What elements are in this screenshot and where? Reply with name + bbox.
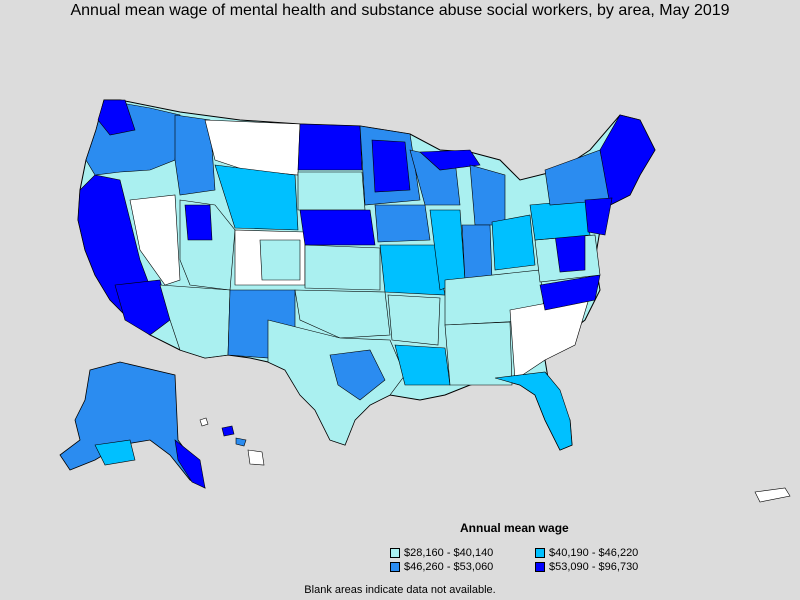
legend-swatch-3 [390, 562, 400, 572]
region-idaho [174, 114, 216, 196]
region-ohio [491, 214, 536, 271]
region-south-dakota [297, 171, 366, 211]
region-nebraska [299, 209, 376, 246]
region-oklahoma [294, 289, 391, 339]
region-mississippi-alabama [444, 321, 513, 386]
legend-item-3: $46,260 - $53,060 [390, 561, 493, 573]
region-north-carolina [539, 274, 601, 311]
legend-swatch-2 [535, 548, 545, 558]
region-washington-west [97, 99, 136, 136]
legend-title: Annual mean wage [460, 521, 569, 535]
region-new-england [599, 114, 656, 206]
legend-label-2: $40,190 - $46,220 [549, 547, 639, 559]
region-arizona [159, 284, 231, 359]
region-florida [494, 371, 573, 451]
legend-item-2: $40,190 - $46,220 [535, 547, 638, 559]
region-puerto-rico [754, 487, 791, 503]
region-kansas [304, 244, 381, 291]
region-hawaii-4 [247, 449, 265, 466]
region-iowa [374, 204, 431, 243]
region-nevada [129, 194, 181, 286]
region-north-dakota [297, 123, 363, 171]
data-note: Blank areas indicate data not available. [304, 584, 496, 596]
legend-item-1: $28,160 - $40,140 [390, 547, 493, 559]
region-hawaii-3 [235, 437, 247, 447]
region-hawaii-1 [199, 417, 209, 427]
legend-label-1: $28,160 - $40,140 [404, 547, 494, 559]
region-new-york [544, 149, 611, 206]
region-arkansas [387, 294, 441, 346]
region-minnesota-central [371, 139, 411, 193]
region-alaska-southwest [94, 439, 136, 466]
region-colorado-east [259, 239, 301, 281]
region-arizona-south [114, 279, 171, 336]
legend-swatch-4 [535, 562, 545, 572]
region-northeast-corridor [584, 197, 613, 236]
region-alaska [59, 361, 206, 489]
legend-swatch-1 [390, 548, 400, 558]
region-alaska-southeast [174, 439, 206, 489]
legend-label-4: $53,090 - $96,730 [549, 561, 639, 573]
legend-item-4: $53,090 - $96,730 [535, 561, 638, 573]
region-louisiana [394, 344, 451, 386]
region-indiana [461, 224, 493, 281]
region-utah-north [184, 204, 213, 241]
region-wyoming [214, 164, 299, 231]
legend-label-3: $46,260 - $53,060 [404, 561, 494, 573]
region-hawaii-2 [221, 425, 235, 437]
map-title: Annual mean wage of mental health and su… [70, 2, 730, 19]
region-michigan-upper [419, 149, 481, 171]
region-texas-east [329, 349, 386, 401]
region-michigan [469, 164, 506, 226]
region-pennsylvania [529, 199, 591, 241]
